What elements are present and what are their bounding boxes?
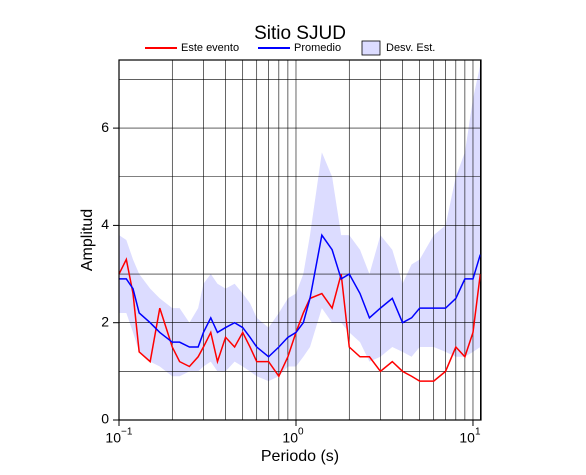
plot-frame [118, 59, 482, 421]
x-tick-base: 10 [282, 430, 298, 446]
legend-swatch [361, 40, 381, 56]
legend-label: Promedio [294, 42, 341, 54]
y-tick-label: 2 [101, 313, 109, 329]
x-tick-exp: 0 [298, 427, 304, 438]
x-tick-exp: 1 [475, 427, 481, 438]
x-axis-label: Periodo (s) [261, 448, 339, 465]
legend-label: Desv. Est. [386, 42, 435, 54]
x-tick-exp: −1 [121, 427, 133, 438]
std-band [119, 64, 481, 382]
y-tick-label: 6 [101, 119, 109, 135]
series-line [118, 257, 482, 382]
y-axis-label: Amplitud [79, 209, 96, 271]
x-tick-base: 10 [459, 430, 475, 446]
y-tick-label: 0 [101, 411, 109, 427]
x-tick-base: 10 [105, 430, 121, 446]
series-line [119, 233, 482, 358]
x-tick-label: 10 0 [282, 427, 304, 446]
y-tick-label: 4 [101, 216, 109, 232]
legend-label: Este evento [181, 42, 239, 54]
x-tick-label: 10 −1 [105, 427, 132, 446]
chart-title: Sitio SJUD [254, 23, 346, 44]
x-tick-label: 10 1 [459, 427, 481, 446]
